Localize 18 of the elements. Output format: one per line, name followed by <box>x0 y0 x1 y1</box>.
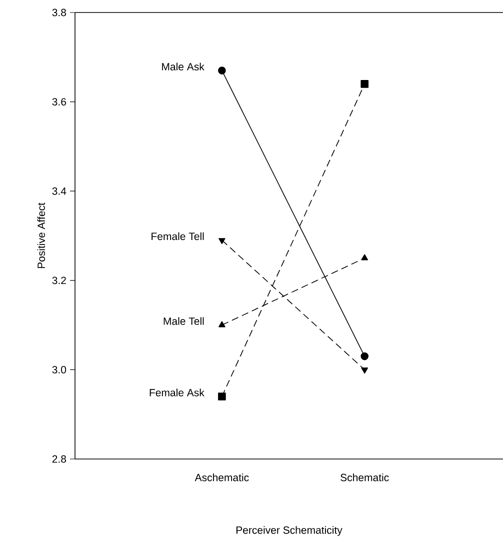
point <box>360 80 369 88</box>
series-label: Male Tell <box>164 317 204 325</box>
y-tick-label: 3.4 <box>52 187 66 195</box>
point <box>218 66 226 74</box>
x-tick-label: Aschematic <box>194 474 249 482</box>
y-tick-label: 3.8 <box>52 8 66 16</box>
y-tick-label: 3.0 <box>52 366 66 374</box>
point <box>218 392 226 400</box>
x-tick-label: Schematic <box>340 474 389 482</box>
y-tick-label: 3.6 <box>52 98 66 106</box>
point <box>360 352 369 360</box>
series-label: Female Ask <box>150 388 204 396</box>
y-tick-label: 2.8 <box>52 455 66 463</box>
x-axis-title: Perceiver Schematicity <box>236 526 342 536</box>
y-axis-title: Positive Affect <box>37 202 46 268</box>
series-label: Female Tell <box>152 232 204 240</box>
series-label: Male Ask <box>162 62 204 70</box>
y-tick-label: 3.2 <box>52 276 66 284</box>
